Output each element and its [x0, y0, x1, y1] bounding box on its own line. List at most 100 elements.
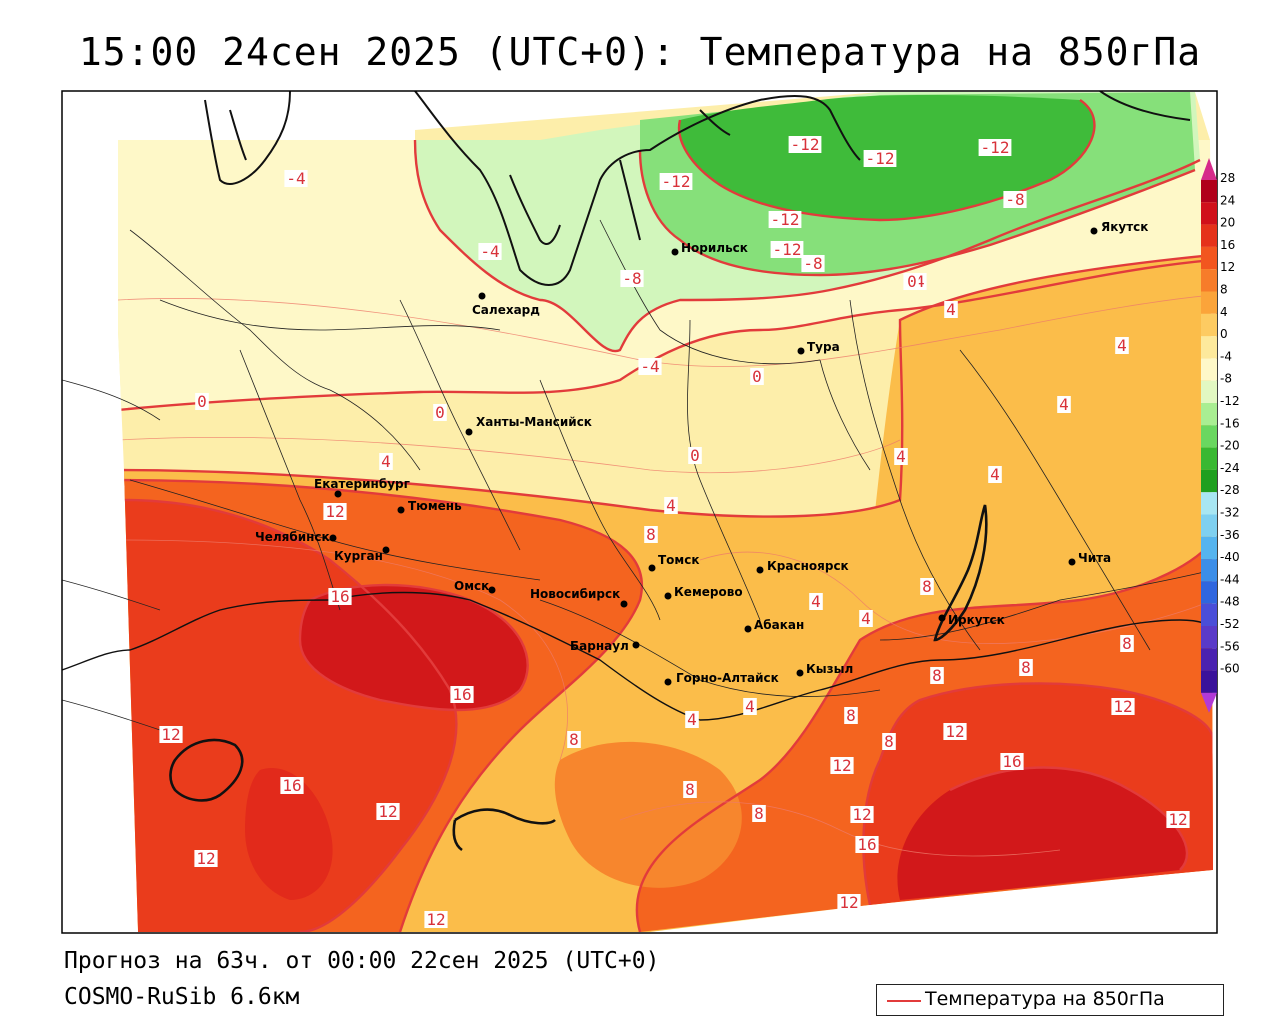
colorbar-tick-label: -28	[1220, 483, 1240, 497]
colorbar-tick-label: -4	[1220, 349, 1232, 363]
isotherm-label-bg	[844, 707, 858, 724]
svg-text:Якутск: Якутск	[1101, 220, 1148, 234]
isotherm-label: 4	[381, 452, 391, 471]
isotherm-label: 0	[435, 403, 445, 422]
map-frame-content: Салехард Норильск Якутск Тура Ханты-Манс…	[62, 91, 1217, 933]
colorbar-tick-label: -36	[1220, 528, 1240, 542]
isotherm-label: 4	[666, 496, 676, 515]
isotherm-label-bg	[685, 711, 699, 728]
city-abakan: Абакан	[744, 618, 804, 633]
svg-text:Норильск: Норильск	[681, 241, 748, 255]
isotherm-label: 4	[811, 592, 821, 611]
isotherm-label: 12	[832, 756, 851, 775]
colorbar-swatch	[1201, 202, 1217, 225]
colorbar-swatch	[1201, 380, 1217, 403]
isotherm-label: -12	[791, 135, 820, 154]
cities: Салехард Норильск Якутск Тура Ханты-Манс…	[255, 220, 1148, 686]
colorbar: 28 24 20 16 12 8 4 0 -4 -8 -12 -16 -20 -24 -28 -32 -36 -4…	[1201, 158, 1240, 713]
isotherm-label-bg	[323, 503, 347, 520]
colorbar-tick-label: 24	[1220, 193, 1235, 207]
colorbar-tick-label: 20	[1220, 216, 1235, 230]
colorbar-swatch	[1201, 648, 1217, 671]
isotherm-label: 12	[325, 502, 344, 521]
city-norilsk: Норильск	[671, 241, 748, 256]
colorbar-tick-label: -44	[1220, 572, 1240, 586]
isotherm-label-bg	[850, 806, 874, 823]
isotherm-label: 12	[839, 893, 858, 912]
svg-text:Тюмень: Тюмень	[408, 499, 462, 513]
isotherm-label-bg	[978, 139, 1012, 156]
isotherm-label-bg	[194, 850, 218, 867]
colorbar-swatch	[1201, 313, 1217, 337]
city-chelyabinsk: Челябинск	[255, 530, 337, 544]
isotherm-label-bg	[770, 241, 804, 258]
colorbar-swatch	[1201, 447, 1217, 470]
isotherm-label-bg	[638, 358, 662, 375]
colorbar-swatch	[1201, 536, 1217, 560]
colorbar-tick-label: 0	[1220, 327, 1228, 341]
isotherm-label-bg	[905, 273, 919, 290]
colorbar-swatch	[1201, 403, 1217, 426]
isotherm-label: 12	[426, 910, 445, 929]
field-12-16-west	[118, 470, 457, 932]
svg-text:Чита: Чита	[1078, 551, 1111, 565]
isotherm-labels: -12-12-12-12-12-12-8-8-8-4-4-4-400000444…	[159, 135, 1190, 929]
city-novosibirsk: Новосибирск	[530, 587, 628, 608]
colorbar-swatch	[1201, 581, 1217, 604]
city-yakutsk: Якутск	[1090, 220, 1148, 235]
isotherm-label-bg	[280, 777, 304, 794]
isotherm-label-bg	[768, 211, 802, 228]
isotherm-label-bg	[659, 173, 693, 190]
colorbar-tick-label: -12	[1220, 394, 1240, 408]
isotherm-label: -4	[286, 169, 305, 188]
isotherm-label-bg	[478, 243, 502, 260]
legend: Температура на 850гПа	[876, 984, 1224, 1016]
colorbar-tick-label: -24	[1220, 461, 1240, 475]
forecast-info: Прогноз на 63ч. от 00:00 22сен 2025 (UTC…	[64, 948, 660, 974]
isotherm-label-bg	[863, 150, 897, 167]
isotherm-label: 4	[990, 465, 1000, 484]
colorbar-tick-label: -52	[1220, 617, 1240, 631]
isotherm-label-bg	[284, 170, 308, 187]
isotherm-label-bg	[752, 805, 766, 822]
country-border	[62, 591, 1214, 721]
isotherm-lines	[118, 99, 1213, 932]
lake-west	[169, 738, 244, 802]
temperature-field	[118, 92, 1213, 932]
isotherm-label: 4	[1059, 395, 1069, 414]
isotherm-label: 8	[932, 666, 942, 685]
city-kyzyl: Кызыл	[796, 662, 853, 677]
field-16-west	[300, 585, 528, 710]
isotherm-label-bg	[788, 136, 822, 153]
field-16-se	[897, 767, 1187, 900]
isotherm-label-bg	[920, 578, 934, 595]
isotherm-label: 0	[690, 446, 700, 465]
city-omsk: Омск	[454, 579, 496, 594]
isotherm-label-bg	[376, 803, 400, 820]
city-khanty-mansiysk: Ханты-Мансийск	[465, 415, 592, 436]
colorbar-swatch	[1201, 425, 1217, 448]
isotherm-label-bg	[930, 667, 944, 684]
isotherm-label-bg	[830, 757, 854, 774]
isotherm-label: -4	[640, 357, 659, 376]
isotherm-label-bg	[688, 447, 702, 464]
isotherm-label-bg	[1111, 698, 1135, 715]
svg-text:Горно-Алтайск: Горно-Алтайск	[676, 671, 779, 685]
isotherm-8-west	[118, 478, 643, 932]
city-chita: Чита	[1068, 551, 1111, 566]
isotherm-label: -12	[866, 149, 895, 168]
isotherm-label: 8	[1122, 634, 1132, 653]
svg-text:Ханты-Мансийск: Ханты-Мансийск	[476, 415, 592, 429]
admin-borders	[62, 219, 1214, 731]
svg-text:Красноярск: Красноярск	[767, 559, 849, 573]
isotherm-label-bg	[882, 733, 896, 750]
field-8-12-center	[554, 741, 742, 888]
isotherm-label: 0	[197, 392, 207, 411]
colorbar-swatch	[1201, 469, 1217, 493]
colorbar-swatch	[1201, 246, 1217, 270]
isotherm-label: 8	[754, 804, 764, 823]
svg-text:Омск: Омск	[454, 579, 489, 593]
isotherm-label: -12	[773, 240, 802, 259]
isotherm-label: 16	[1002, 752, 1021, 771]
isotherm-label-bg	[1115, 337, 1129, 354]
